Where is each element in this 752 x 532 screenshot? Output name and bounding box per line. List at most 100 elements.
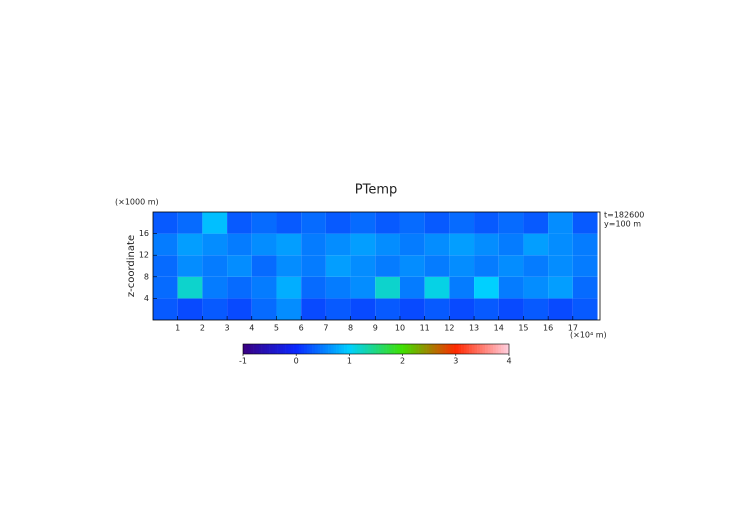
colorbar-segment — [405, 344, 409, 354]
colorbar-segment — [506, 344, 510, 354]
heat-cell — [177, 255, 203, 277]
heat-cell — [474, 233, 499, 256]
colorbar-segment — [471, 344, 475, 354]
heat-cell — [449, 212, 475, 234]
heat-cell — [251, 212, 277, 234]
colorbar-tick-label: 3 — [453, 357, 458, 366]
x-tick-label: 5 — [274, 324, 279, 333]
colorbar-segment — [248, 344, 252, 354]
heat-cell — [375, 276, 400, 299]
heat-cell — [523, 276, 549, 299]
heat-cell — [375, 298, 400, 320]
heat-cell — [227, 298, 252, 320]
colorbar-segment — [386, 344, 390, 354]
heat-cell — [498, 298, 524, 320]
colorbar-segment — [272, 344, 276, 354]
colorbar-segment — [490, 344, 494, 354]
colorbar-segment — [354, 344, 358, 354]
colorbar-segment — [357, 344, 361, 354]
heat-cell — [498, 255, 524, 277]
colorbar-segment — [288, 344, 292, 354]
colorbar-segment — [250, 344, 254, 354]
heat-cell — [227, 212, 252, 234]
colorbar-segment — [439, 344, 443, 354]
heat-cell — [572, 276, 598, 299]
colorbar-segment — [349, 344, 353, 354]
colorbar-segment — [477, 344, 481, 354]
colorbar-segment — [277, 344, 281, 354]
colorbar-segment — [368, 344, 371, 354]
x-unit: (×10⁴ m) — [570, 331, 607, 340]
heat-cell — [177, 298, 203, 320]
x-tick-label: 10 — [395, 324, 405, 333]
heat-cell — [523, 298, 549, 320]
colorbar-segment — [293, 344, 297, 354]
colorbar-segment — [330, 344, 334, 354]
heat-cell — [449, 233, 475, 256]
colorbar-segment — [463, 344, 467, 354]
x-tick-label: 2 — [200, 324, 205, 333]
colorbar-segment — [434, 344, 438, 354]
heat-cell — [177, 212, 203, 234]
colorbar-segment — [498, 344, 502, 354]
colorbar-segment — [383, 344, 387, 354]
colorbar-segment — [280, 344, 284, 354]
heat-cell — [227, 233, 252, 256]
heat-cell — [202, 212, 228, 234]
heat-cell — [301, 298, 326, 320]
colorbar-segment — [455, 344, 459, 354]
heat-cell — [474, 255, 499, 277]
colorbar-segment — [503, 344, 507, 354]
x-tick-label: 4 — [249, 324, 254, 333]
colorbar-segment — [256, 344, 260, 354]
colorbar-segment — [391, 344, 395, 354]
heat-cell — [572, 212, 598, 234]
heat-cell — [301, 255, 326, 277]
colorbar-segment — [258, 344, 262, 354]
heat-cell — [424, 212, 450, 234]
y-tick-label: 12 — [139, 251, 149, 260]
colorbar-segment — [314, 344, 318, 354]
colorbar-segment — [450, 344, 454, 354]
colorbar-segment — [442, 344, 446, 354]
colorbar-segment — [469, 344, 473, 354]
heat-cell — [424, 233, 450, 256]
heat-cell — [523, 212, 549, 234]
heat-cell — [227, 276, 252, 299]
heat-cell — [399, 298, 425, 320]
colorbar-tick-label: -1 — [239, 357, 247, 366]
y-tick-label: 4 — [144, 294, 149, 303]
heat-cell — [153, 212, 178, 234]
heat-cell — [251, 276, 277, 299]
x-tick-label: 1 — [175, 324, 180, 333]
heat-cell — [449, 255, 475, 277]
colorbar-segment — [304, 344, 308, 354]
heat-cell — [474, 212, 499, 234]
heat-cell — [227, 255, 252, 277]
colorbar-segment — [352, 344, 356, 354]
heat-cell — [301, 233, 326, 256]
heat-cell — [276, 276, 302, 299]
heat-cell — [424, 276, 450, 299]
heat-cell — [548, 212, 573, 234]
colorbar-segment — [341, 344, 345, 354]
x-tick-label: 11 — [420, 324, 430, 333]
x-tick-label: 7 — [323, 324, 328, 333]
colorbar-segment — [360, 344, 363, 354]
heat-cell — [375, 233, 400, 256]
heat-cell — [498, 276, 524, 299]
heat-cell — [424, 298, 450, 320]
colorbar-segment — [394, 344, 398, 354]
heat-cell — [572, 233, 598, 256]
heat-cell — [449, 298, 475, 320]
colorbar-segment — [373, 344, 377, 354]
annotation: t=182600 — [604, 211, 644, 220]
colorbar-segment — [320, 344, 324, 354]
heat-cell — [325, 298, 351, 320]
colorbar-segment — [376, 344, 379, 354]
colorbar-segment — [466, 344, 470, 354]
x-tick-label: 17 — [568, 324, 578, 333]
colorbar-segment — [413, 344, 417, 354]
colorbar-segment — [495, 344, 499, 354]
